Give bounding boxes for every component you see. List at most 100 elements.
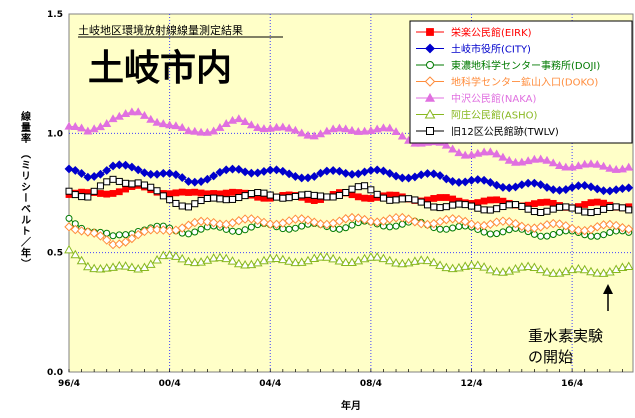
data-point: [524, 205, 532, 213]
data-point: [580, 159, 590, 168]
data-point: [65, 214, 73, 222]
data-point: [177, 253, 188, 263]
data-point: [543, 207, 551, 215]
data-point: [474, 204, 482, 212]
data-point: [122, 185, 130, 193]
data-point: [549, 205, 557, 213]
data-point: [385, 168, 395, 178]
data-point: [166, 196, 174, 204]
data-point: [158, 119, 168, 128]
data-point: [480, 197, 488, 205]
data-point: [391, 127, 401, 136]
data-point: [548, 218, 558, 229]
data-point: [278, 122, 288, 131]
data-point: [108, 114, 118, 123]
data-point: [498, 267, 508, 276]
data-point: [260, 189, 268, 197]
legend: 栄楽公民館(EIRK) 土岐市役所(CITY) 東濃地科学センター事務所(DOJI)…: [409, 20, 633, 144]
series: [64, 212, 634, 250]
data-point: [197, 197, 205, 205]
chart-title: 土岐市内: [88, 48, 232, 89]
data-point: [366, 252, 376, 261]
data-point: [479, 262, 489, 271]
y-tick-label: 0.5: [47, 249, 63, 259]
data-point: [120, 261, 131, 270]
data-point: [442, 203, 450, 211]
data-point: [537, 199, 545, 206]
annotation: 重水素実験 の開始: [528, 284, 613, 366]
data-point: [529, 262, 540, 272]
data-point: [196, 216, 206, 227]
data-point: [133, 229, 143, 240]
data-point: [216, 195, 224, 203]
data-point: [298, 222, 306, 230]
data-point: [447, 263, 458, 273]
y-tick-label: 1.5: [47, 10, 63, 20]
data-point: [315, 219, 326, 229]
data-point: [328, 253, 339, 263]
data-point: [290, 257, 301, 267]
data-point: [102, 119, 112, 127]
data-point: [241, 192, 249, 200]
data-point: [96, 182, 104, 190]
data-point: [70, 122, 80, 130]
data-point: [191, 188, 199, 196]
data-point: [171, 251, 181, 260]
data-point: [158, 168, 168, 178]
legend-label: 地科学センター鉱山入口(DOKO): [451, 76, 598, 89]
data-point: [290, 125, 300, 134]
data-point: [498, 216, 508, 226]
data-point: [271, 253, 282, 263]
data-point: [114, 160, 124, 170]
data-point: [612, 203, 620, 211]
data-point: [466, 219, 477, 229]
data-point: [191, 200, 199, 208]
data-point: [366, 165, 376, 175]
data-point: [322, 166, 332, 176]
data-point: [460, 261, 471, 270]
data-point: [265, 165, 275, 175]
data-point: [254, 189, 262, 197]
data-point: [474, 199, 482, 207]
data-point: [241, 226, 249, 234]
data-point: [436, 225, 444, 233]
y-tick-label: 0.0: [47, 368, 63, 378]
data-point: [492, 180, 502, 190]
data-point: [229, 227, 237, 235]
data-point: [587, 209, 595, 217]
series: [64, 244, 634, 277]
data-point: [303, 130, 313, 139]
data-point: [479, 147, 489, 156]
data-point: [65, 187, 73, 195]
data-point: [366, 126, 376, 134]
data-point: [208, 253, 219, 262]
data-point: [473, 220, 483, 231]
data-point: [109, 232, 117, 240]
data-point: [397, 258, 408, 268]
data-point: [392, 196, 400, 204]
data-point: [384, 255, 395, 265]
data-point: [183, 220, 194, 230]
data-point: [347, 212, 357, 223]
data-point: [309, 217, 319, 227]
data-point: [436, 204, 444, 212]
data-point: [64, 222, 74, 232]
data-point: [535, 264, 546, 274]
x-tick-label: 04/4: [259, 379, 281, 389]
data-point: [191, 228, 199, 236]
data-point: [417, 198, 425, 206]
data-point: [296, 214, 307, 224]
data-point: [253, 123, 263, 131]
data-point: [473, 148, 483, 157]
data-point: [516, 262, 527, 271]
data-point: [511, 182, 520, 192]
data-point: [367, 186, 375, 194]
series: [64, 107, 634, 173]
data-point: [152, 254, 162, 264]
data-point: [78, 193, 86, 201]
data-point: [448, 177, 458, 186]
data-point: [328, 124, 338, 133]
data-point: [334, 255, 345, 265]
data-point: [405, 195, 413, 203]
data-point: [606, 203, 614, 211]
